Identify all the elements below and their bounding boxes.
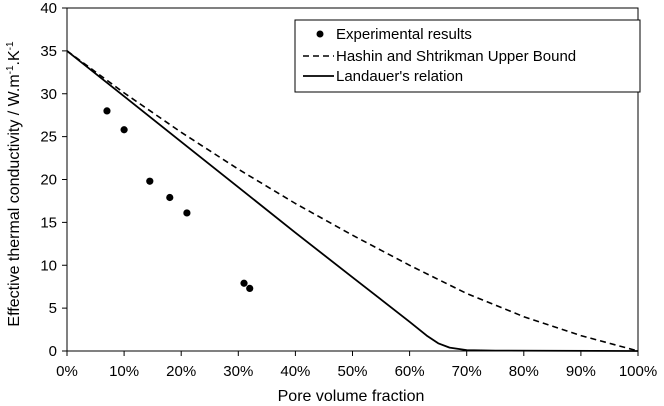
- x-tick-label: 80%: [509, 363, 539, 380]
- x-tick-label: 70%: [452, 363, 482, 380]
- x-tick-label: 60%: [395, 363, 425, 380]
- data-point: [166, 193, 174, 202]
- axes: 0 5 10 15 20 25 30 35 40 0% 10% 20% 30% 40% 50% 60% 70% 8…: [40, 0, 657, 380]
- x-tick-label: 30%: [223, 363, 253, 380]
- x-tick-label: 20%: [166, 363, 196, 380]
- data-point: [146, 177, 154, 185]
- y-tick-label: 15: [40, 214, 57, 231]
- data-point: [246, 284, 254, 293]
- x-axis-label: Pore volume fraction: [278, 388, 425, 405]
- y-axis-label-sup2: -1: [5, 41, 16, 50]
- y-axis-label: Effective thermal conductivity / W.m-1.K…: [5, 41, 23, 327]
- legend-label-landauer: Landauer's relation: [336, 68, 463, 85]
- y-axis-label-sup1: -1: [5, 65, 16, 74]
- y-axis-label-main: Effective thermal conductivity / W.m: [6, 74, 23, 326]
- x-tick-label: 0%: [56, 363, 78, 380]
- series-line-landauer: [66, 50, 639, 352]
- y-tick-label: 10: [40, 257, 57, 274]
- data-point: [183, 209, 191, 217]
- x-tick-label: 50%: [337, 363, 367, 380]
- legend: Experimental results Hashin and Shtrikma…: [294, 19, 641, 93]
- y-tick-label: 0: [49, 343, 57, 360]
- x-tick-label: 100%: [619, 363, 657, 380]
- legend-label-experimental: Experimental results: [336, 26, 472, 43]
- x-tick-label: 40%: [280, 363, 310, 380]
- y-tick-label: 25: [40, 129, 57, 146]
- legend-marker-experimental: [316, 30, 324, 38]
- data-point: [103, 107, 111, 115]
- y-tick-label: 40: [40, 0, 57, 17]
- data-point: [120, 126, 128, 134]
- y-tick-label: 30: [40, 86, 57, 103]
- x-tick-label: 90%: [566, 363, 596, 380]
- y-tick-label: 35: [40, 43, 57, 60]
- data-point: [240, 279, 248, 287]
- y-axis-label-mid: .K: [6, 50, 23, 65]
- series-line-hashin: [66, 50, 639, 352]
- x-tick-label: 10%: [109, 363, 139, 380]
- legend-box: [294, 19, 641, 93]
- y-tick-label: 5: [49, 300, 57, 317]
- y-tick-label: 20: [40, 172, 57, 189]
- series-layer: [66, 50, 639, 352]
- legend-label-hashin: Hashin and Shtrikman Upper Bound: [336, 48, 576, 65]
